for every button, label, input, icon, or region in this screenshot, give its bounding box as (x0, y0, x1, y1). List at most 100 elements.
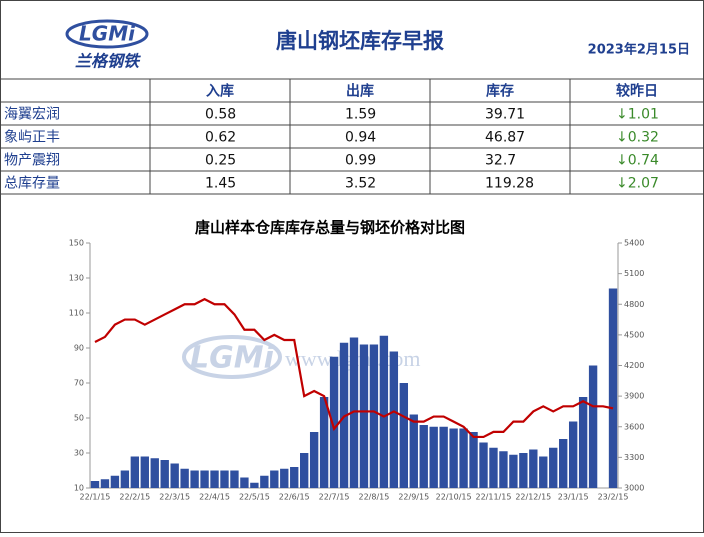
bar (260, 475, 269, 488)
bar (519, 453, 528, 488)
cell: 32.7 (485, 153, 516, 169)
y-tick-label: 50 (74, 414, 84, 423)
y2-tick-label: 3900 (624, 392, 644, 401)
bar (349, 337, 359, 488)
x-tick-label: 22/3/15 (159, 493, 190, 502)
bar (409, 414, 418, 488)
chart-title: 唐山样本仓库库存总量与钢坯价格对比图 (195, 219, 465, 237)
row-label: 总库存量 (4, 176, 60, 192)
cell: ↓1.01 (616, 107, 659, 123)
bar (559, 439, 568, 488)
bar (200, 470, 209, 488)
bar (439, 426, 448, 488)
y-tick-label: 90 (74, 344, 84, 353)
bar (250, 482, 259, 488)
bar (529, 449, 538, 488)
x-tick-label: 23/2/15 (598, 493, 629, 502)
bar (180, 468, 189, 488)
bar (240, 477, 249, 488)
bar (379, 335, 389, 488)
bar (110, 475, 120, 488)
bar (479, 442, 488, 488)
y-tick-label: 110 (69, 309, 84, 318)
y-tick-label: 150 (69, 239, 84, 248)
y2-tick-label: 4500 (624, 330, 644, 339)
y2-tick-label: 3600 (624, 422, 644, 431)
bar (499, 451, 508, 488)
bar (309, 432, 319, 488)
x-tick-label: 22/10/15 (436, 493, 472, 502)
bar (549, 447, 558, 488)
bar (419, 425, 428, 488)
bar (290, 467, 299, 488)
bar (509, 454, 518, 488)
bar (359, 344, 369, 488)
y2-tick-label: 5100 (624, 269, 644, 278)
bar (588, 365, 598, 488)
cell: 0.62 (205, 130, 236, 146)
x-tick-label: 22/12/15 (515, 493, 551, 502)
cell: 0.99 (345, 153, 376, 169)
bar (230, 470, 239, 488)
x-tick-label: 22/11/15 (476, 493, 512, 502)
cell: ↓0.32 (616, 130, 659, 146)
cell: 46.87 (485, 130, 525, 146)
y-tick-label: 30 (74, 449, 84, 458)
cell: ↓2.07 (616, 176, 659, 192)
bar (270, 470, 279, 488)
bar (100, 479, 110, 488)
bar (568, 421, 578, 488)
bar (160, 460, 169, 488)
bar (429, 426, 438, 488)
bar (459, 428, 468, 488)
x-tick-label: 22/4/15 (199, 493, 230, 502)
bar (280, 468, 289, 488)
cell: 119.28 (485, 176, 534, 192)
bar (300, 453, 309, 488)
y2-tick-label: 4800 (624, 300, 644, 309)
bar (399, 383, 408, 488)
row-label: 物产震翔 (4, 153, 60, 169)
y-tick-label: 10 (74, 484, 84, 493)
column-header: 库存 (486, 83, 514, 100)
bar (319, 397, 329, 488)
y2-tick-label: 5400 (624, 239, 644, 248)
x-tick-label: 22/8/15 (359, 493, 390, 502)
bar (140, 456, 149, 488)
bar (449, 428, 458, 488)
bar (220, 470, 229, 488)
bar (90, 481, 100, 488)
cell: 39.71 (485, 107, 525, 123)
date: 2023年2月15日 (588, 42, 690, 58)
cell: 0.58 (205, 107, 236, 123)
row-label: 海翼宏润 (4, 107, 60, 123)
brand: 兰格钢铁 (75, 53, 141, 71)
x-tick-label: 22/2/15 (119, 493, 150, 502)
bar (120, 470, 130, 488)
bar (469, 432, 478, 488)
bar (578, 397, 588, 488)
y-tick-label: 70 (74, 379, 84, 388)
x-tick-label: 22/7/15 (319, 493, 350, 502)
cell: 0.25 (205, 153, 236, 169)
bar (210, 470, 219, 488)
cell: 3.52 (345, 176, 376, 192)
bar (130, 456, 140, 488)
y2-tick-label: 3000 (624, 484, 644, 493)
column-header: 出库 (346, 83, 374, 100)
cell: 1.59 (345, 107, 376, 123)
bar (170, 463, 179, 488)
cell: 0.94 (345, 130, 376, 146)
logo-ring (65, 19, 149, 49)
bar (608, 288, 618, 488)
row-label: 象屿正丰 (4, 130, 60, 146)
price-line (94, 297, 614, 439)
x-tick-label: 22/9/15 (398, 493, 429, 502)
y-tick-label: 130 (69, 274, 84, 283)
x-tick-label: 22/5/15 (239, 493, 270, 502)
bar (369, 344, 379, 488)
bar (190, 470, 199, 488)
logo: LGMi (79, 22, 136, 46)
bar (489, 447, 498, 488)
